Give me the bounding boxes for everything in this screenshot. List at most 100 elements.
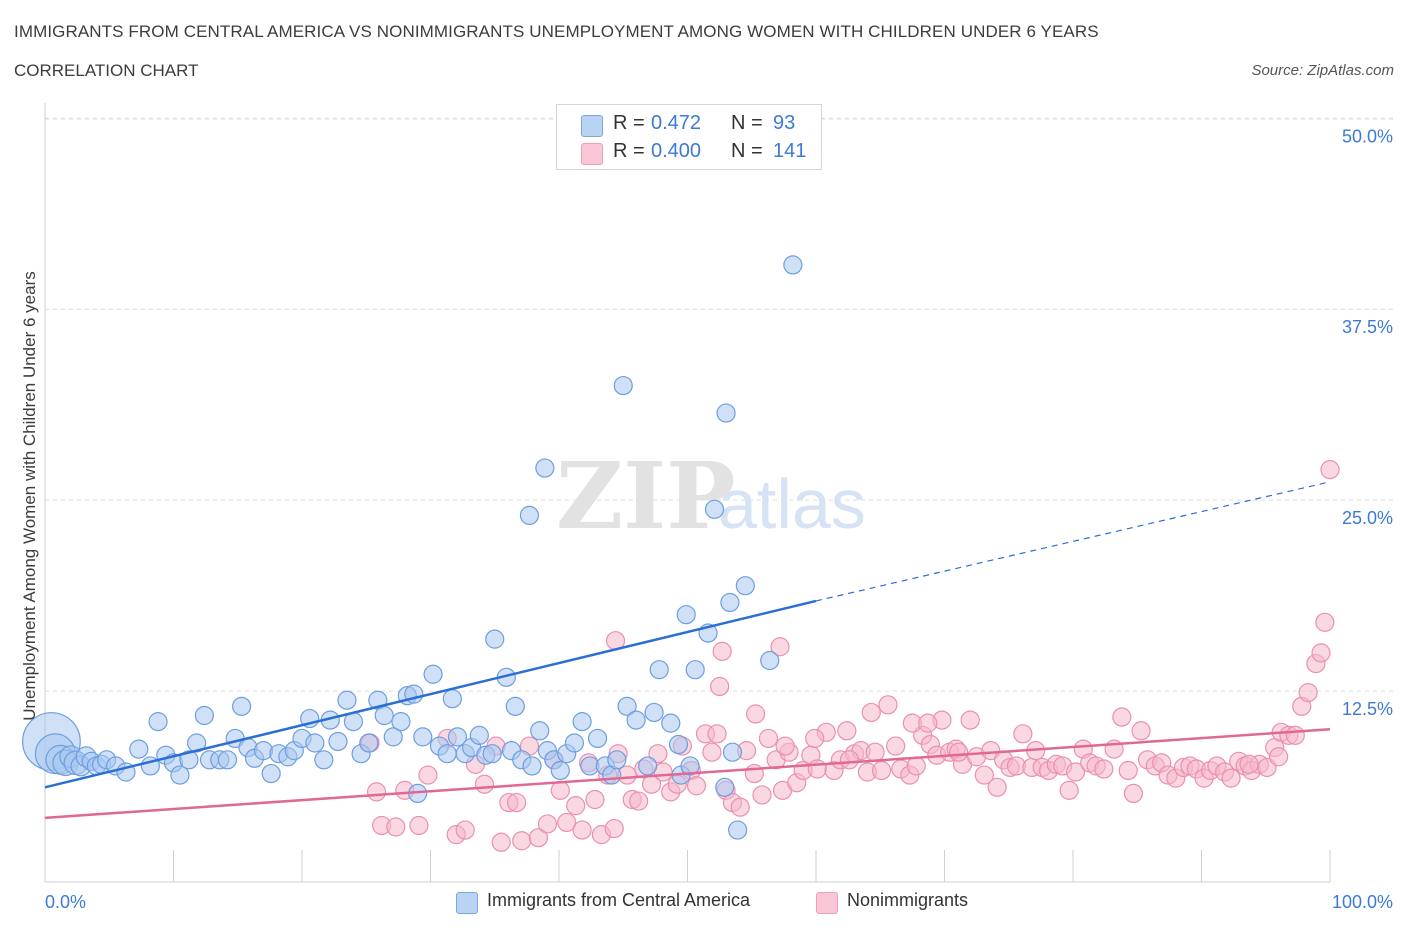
data-point	[685, 660, 705, 680]
data-point	[232, 696, 252, 716]
data-point	[746, 704, 766, 724]
data-point	[1315, 612, 1335, 632]
legend-box: R = 0.472 N = 93 R = 0.400 N = 141	[556, 104, 822, 170]
data-point	[906, 756, 926, 776]
legend-n-label: N =	[731, 140, 763, 162]
legend-r-value: 0.400	[651, 140, 702, 162]
data-point	[702, 742, 722, 762]
data-point	[949, 742, 969, 762]
data-point	[735, 576, 755, 596]
data-point	[587, 728, 608, 749]
data-point	[557, 812, 577, 833]
data-point	[1320, 459, 1340, 480]
legend-r-value: 0.472	[651, 112, 702, 134]
y-axis-label: Unemployment Among Women with Children U…	[20, 271, 39, 720]
data-point	[728, 820, 748, 840]
data-point	[607, 750, 627, 770]
data-point	[337, 690, 357, 710]
watermark-atlas: atlas	[718, 465, 866, 543]
y-tick-label: 12.5%	[1342, 699, 1393, 719]
data-point	[626, 710, 646, 730]
data-point	[455, 820, 475, 840]
data-point	[129, 739, 149, 759]
data-point	[987, 777, 1007, 797]
data-point	[629, 791, 649, 811]
data-point	[886, 736, 906, 756]
data-point	[668, 734, 689, 755]
data-point	[661, 713, 681, 733]
data-point	[715, 777, 735, 797]
data-point	[1239, 754, 1259, 774]
data-point	[758, 728, 779, 749]
data-point	[604, 818, 624, 839]
trend-lines	[44, 481, 1331, 820]
data-point	[1094, 759, 1114, 779]
data-point	[505, 696, 525, 716]
data-point	[1298, 682, 1318, 703]
legend-r-label: R =	[613, 112, 645, 134]
data-point	[187, 733, 207, 753]
data-point	[194, 705, 214, 726]
data-point	[170, 765, 190, 785]
data-point	[720, 592, 740, 613]
data-point	[744, 763, 764, 784]
data-point	[974, 765, 994, 785]
source-note: Source: ZipAtlas.com	[1251, 62, 1394, 79]
trend-line-nonimmigrants	[44, 728, 1331, 820]
data-point	[839, 750, 860, 770]
x-tick-label-min: 0.0%	[45, 892, 86, 912]
data-point	[585, 789, 605, 810]
data-point	[535, 458, 555, 478]
data-point	[512, 831, 532, 851]
data-point	[704, 499, 725, 519]
data-point	[261, 763, 281, 784]
data-point	[305, 733, 325, 753]
data-point	[648, 744, 668, 764]
legend-r-label: R =	[613, 140, 645, 162]
data-point	[712, 641, 732, 661]
data-point	[469, 725, 489, 745]
data-point	[1118, 760, 1138, 781]
data-point	[374, 705, 394, 726]
data-point	[638, 756, 658, 776]
data-point	[530, 721, 550, 741]
bottom-legend-swatch-blue	[456, 892, 478, 914]
data-point	[314, 750, 334, 770]
data-point	[686, 776, 707, 796]
data-point	[506, 792, 527, 813]
legend-swatch-pink	[581, 143, 603, 165]
data-point	[437, 744, 457, 764]
data-point	[676, 605, 696, 625]
data-point	[537, 814, 558, 834]
data-point	[447, 727, 468, 747]
data-point	[775, 736, 795, 756]
data-point	[148, 712, 168, 732]
legend-n-value: 141	[773, 140, 807, 162]
data-point	[442, 689, 462, 709]
data-point	[566, 796, 586, 816]
data-point	[617, 696, 637, 716]
data-point	[366, 782, 387, 802]
y-tick-labels: 12.5% 25.0% 37.5% 50.0%	[1342, 126, 1393, 719]
data-point	[519, 505, 540, 526]
data-point	[217, 750, 238, 770]
data-point	[861, 702, 881, 723]
legend-n-label: N =	[731, 112, 763, 134]
x-tick-label-max: 100.0%	[1332, 892, 1393, 912]
data-point	[807, 759, 827, 779]
data-point	[1065, 762, 1086, 782]
data-point	[680, 756, 700, 776]
data-point	[528, 828, 549, 848]
x-ticks	[44, 850, 1331, 882]
data-point	[1268, 747, 1289, 767]
chart-title: IMMIGRANTS FROM CENTRAL AMERICA VS NONIM…	[14, 22, 1099, 41]
data-point	[783, 255, 803, 275]
gridlines	[45, 117, 1393, 692]
data-point	[613, 375, 633, 396]
data-point	[1311, 643, 1331, 663]
data-point	[522, 756, 542, 776]
data-point	[710, 676, 730, 697]
legend-n-value: 93	[773, 112, 796, 134]
data-point	[1112, 707, 1132, 727]
